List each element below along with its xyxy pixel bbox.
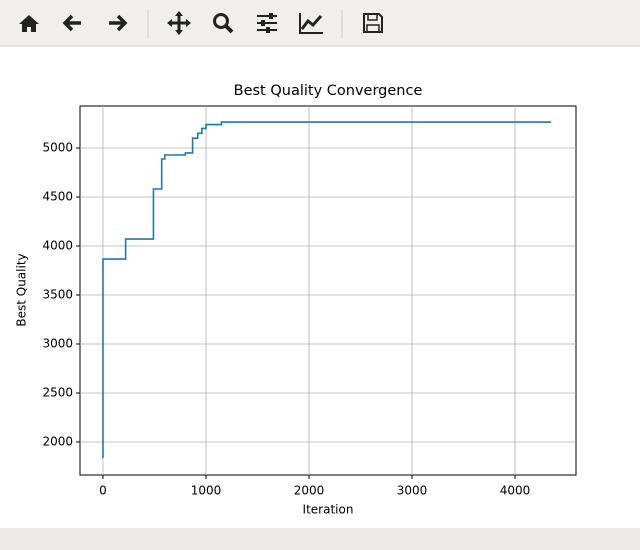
x-axis-label: Iteration bbox=[303, 503, 354, 517]
chart-title: Best Quality Convergence bbox=[234, 83, 423, 99]
y-tick-label: 4000 bbox=[42, 239, 73, 253]
x-tick-label: 1000 bbox=[191, 484, 222, 498]
save-button[interactable] bbox=[363, 13, 383, 33]
y-tick-label: 3000 bbox=[42, 336, 73, 350]
x-tick-label: 3000 bbox=[397, 484, 428, 498]
axes-frame bbox=[79, 105, 577, 476]
pan-button[interactable] bbox=[167, 11, 191, 35]
x-tick-label: 2000 bbox=[294, 484, 325, 498]
data-line bbox=[102, 121, 552, 458]
status-bar bbox=[0, 528, 640, 550]
axes-button[interactable] bbox=[299, 13, 323, 34]
back-button[interactable] bbox=[62, 14, 81, 32]
toolbar bbox=[0, 0, 640, 47]
zoom-button[interactable] bbox=[213, 13, 234, 34]
y-tick-label: 2500 bbox=[42, 385, 73, 399]
x-tick-label: 0 bbox=[99, 484, 107, 498]
y-tick-label: 2000 bbox=[42, 434, 73, 448]
y-axis-label: Best Quality bbox=[15, 253, 29, 326]
y-tick-label: 4500 bbox=[42, 190, 73, 204]
y-tick-label: 5000 bbox=[42, 141, 73, 155]
x-tick-label: 4000 bbox=[500, 484, 531, 498]
y-tick-label: 3500 bbox=[42, 288, 73, 302]
configure-button[interactable] bbox=[257, 13, 277, 33]
toolbar-bg bbox=[0, 0, 640, 46]
forward-button[interactable] bbox=[109, 14, 128, 32]
home-button[interactable] bbox=[19, 15, 39, 32]
